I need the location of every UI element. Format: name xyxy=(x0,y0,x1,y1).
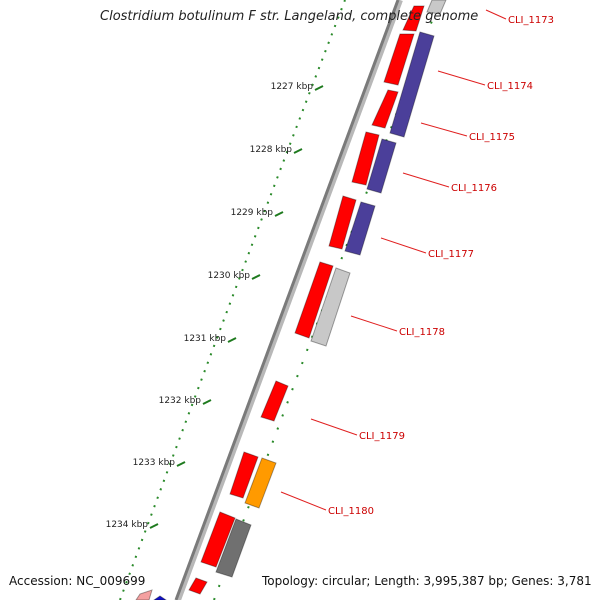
scale-tick xyxy=(274,211,284,217)
gene-feature xyxy=(426,0,447,15)
leader-line xyxy=(402,172,450,188)
feature-tracks xyxy=(135,0,447,600)
gene-feature xyxy=(244,457,277,509)
gene-feature xyxy=(215,518,252,578)
scale-label: 1230 kbp xyxy=(208,271,251,281)
leader-line xyxy=(420,122,468,137)
gene-label: CLI_1175 xyxy=(469,132,515,143)
label-layer: CLI_1173 CLI_1174 CLI_1175 CLI_1176 CLI_1177… xyxy=(328,15,554,517)
scale-tick xyxy=(176,461,186,467)
leader-line xyxy=(350,315,398,332)
gene-feature xyxy=(294,261,334,339)
scale-tick xyxy=(314,85,324,91)
map-title: Clostridium botulinum F str. Langeland, … xyxy=(100,9,479,24)
gene-feature xyxy=(200,511,236,568)
gene-feature xyxy=(344,201,376,256)
backbone-shadow xyxy=(175,0,403,600)
gene-feature xyxy=(366,138,397,194)
leader-line xyxy=(485,9,507,20)
scale-label: 1234 kbp xyxy=(106,520,149,530)
gene-label: CLI_1176 xyxy=(451,183,497,194)
topology-text: Topology: circular; Length: 3,995,387 bp… xyxy=(262,574,592,588)
scale-label: 1228 kbp xyxy=(250,145,293,155)
gene-feature xyxy=(188,577,208,595)
scale-ticks: 1227 kbp 1228 kbp 1229 kbp 1230 kbp 1231 kbp… xyxy=(106,0,346,600)
gene-feature xyxy=(389,31,435,138)
gene-feature xyxy=(402,5,425,32)
scale-tick xyxy=(227,337,237,343)
scale-tick xyxy=(202,399,212,405)
backbone-line xyxy=(174,0,400,600)
scale-tick xyxy=(251,274,261,280)
scale-label: 1232 kbp xyxy=(159,396,202,406)
backbone xyxy=(174,0,403,600)
gene-label: CLI_1177 xyxy=(428,249,474,260)
scale-label: 1229 kbp xyxy=(231,208,274,218)
gene-label: CLI_1173 xyxy=(508,15,554,26)
gene-feature xyxy=(260,380,289,422)
leader-line xyxy=(380,237,427,254)
scale-label: 1231 kbp xyxy=(184,334,227,344)
scale-track xyxy=(119,0,346,600)
gene-label: CLI_1179 xyxy=(359,431,405,442)
gene-label: CLI_1178 xyxy=(399,327,445,338)
scale-label: 1233 kbp xyxy=(133,458,176,468)
gene-feature xyxy=(153,595,167,600)
gene-feature xyxy=(371,89,399,129)
label-leaders xyxy=(280,9,507,511)
scale-tick xyxy=(149,523,159,529)
gene-feature xyxy=(383,33,415,86)
scale-tick xyxy=(293,148,303,154)
gene-feature xyxy=(310,267,351,347)
gene-label: CLI_1174 xyxy=(487,81,533,92)
gene-feature xyxy=(328,195,357,250)
leader-line xyxy=(437,70,486,86)
leader-line xyxy=(280,491,327,511)
gene-feature xyxy=(135,589,153,600)
leader-line xyxy=(310,418,358,436)
gene-feature xyxy=(351,131,380,186)
gene-feature xyxy=(229,451,259,499)
scale-label: 1227 kbp xyxy=(271,82,314,92)
accession-text: Accession: NC_009699 xyxy=(9,574,146,588)
gene-label: CLI_1180 xyxy=(328,506,374,517)
